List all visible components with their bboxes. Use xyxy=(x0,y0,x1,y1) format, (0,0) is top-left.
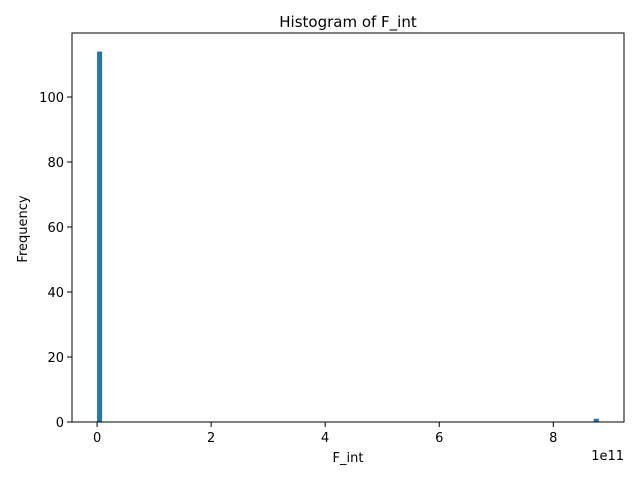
y-tick-label-1: 20 xyxy=(47,351,64,366)
chart-title: Histogram of F_int xyxy=(279,13,417,32)
x-axis-offset-label: 1e11 xyxy=(591,449,624,464)
x-axis-ticks: 0 2 4 6 8 xyxy=(93,422,557,446)
histogram-bar-0 xyxy=(97,51,103,423)
x-tick-label-3: 6 xyxy=(435,431,443,446)
y-axis-ticks: 0 20 40 60 80 100 xyxy=(39,91,72,431)
y-tick-label-0: 0 xyxy=(56,416,64,431)
y-axis-label: Frequency xyxy=(16,195,31,262)
histogram-bar-1 xyxy=(593,418,599,422)
y-tick-label-3: 60 xyxy=(47,221,64,236)
x-tick-label-4: 8 xyxy=(549,431,557,446)
x-tick-label-2: 4 xyxy=(321,431,329,446)
x-axis-label: F_int xyxy=(333,451,364,466)
x-tick-label-1: 2 xyxy=(207,431,215,446)
x-tick-label-0: 0 xyxy=(93,431,101,446)
plot-area-frame xyxy=(71,32,625,423)
y-tick-label-4: 80 xyxy=(47,156,64,171)
y-tick-label-2: 40 xyxy=(47,286,64,301)
y-tick-label-5: 100 xyxy=(39,91,64,106)
bars-group xyxy=(97,51,599,423)
